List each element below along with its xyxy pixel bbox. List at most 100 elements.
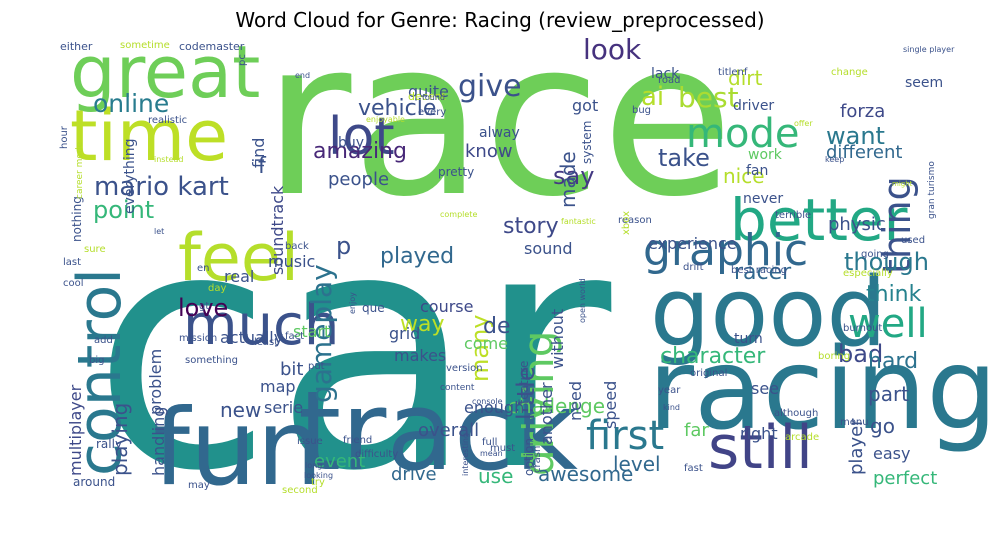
word-last: last bbox=[63, 257, 82, 268]
word-ai: ai bbox=[641, 82, 665, 112]
word-fan: fan bbox=[746, 163, 769, 179]
word-amazing: amazing bbox=[313, 139, 407, 164]
word-gt: gt bbox=[199, 301, 210, 312]
word-new: new bbox=[220, 398, 262, 422]
word-career-mode: career mode bbox=[75, 141, 85, 199]
word-lot: lot bbox=[328, 107, 395, 167]
word-think: think bbox=[866, 282, 922, 307]
word-day: day bbox=[208, 283, 227, 294]
word-let: let bbox=[154, 227, 165, 236]
word-feature: feature bbox=[517, 360, 531, 404]
word-although: although bbox=[774, 408, 819, 419]
word-year: year bbox=[658, 385, 681, 396]
word-played: played bbox=[380, 244, 455, 269]
word-feel: feel bbox=[178, 221, 299, 296]
word-want: want bbox=[826, 122, 885, 150]
word-en: en bbox=[197, 263, 210, 274]
word-quite: quite bbox=[408, 82, 449, 101]
word-instead: instead bbox=[154, 155, 184, 164]
word-go: go bbox=[870, 414, 895, 438]
word-racer: racer bbox=[734, 260, 792, 285]
word-easy: easy bbox=[873, 444, 911, 463]
word-find: find bbox=[249, 137, 268, 168]
word-awesome: awesome bbox=[538, 462, 634, 486]
word-road: road bbox=[658, 75, 681, 86]
word-single-player: single player bbox=[903, 45, 955, 54]
word-original: original bbox=[690, 368, 728, 379]
word-issue: issue bbox=[297, 436, 323, 447]
word-racing: racing bbox=[648, 325, 998, 455]
word-story: story bbox=[503, 214, 559, 239]
word-level: level bbox=[613, 452, 661, 476]
word-alway: alway bbox=[479, 125, 520, 141]
word-course: course bbox=[420, 297, 474, 316]
word-mode: mode bbox=[686, 111, 800, 157]
word-reason: reason bbox=[618, 215, 652, 226]
word-know: know bbox=[465, 141, 513, 162]
word-fun: fun bbox=[153, 387, 324, 509]
word-found: found bbox=[422, 93, 445, 102]
word-people: people bbox=[328, 169, 390, 190]
word-right: right bbox=[740, 424, 778, 443]
word-multiplayer: multiplayer bbox=[66, 384, 85, 476]
word-give: give bbox=[458, 69, 522, 104]
word-rally: rally bbox=[96, 437, 123, 451]
word-bit: bit bbox=[280, 359, 304, 380]
word-real: real bbox=[224, 267, 255, 286]
word-fact: fact bbox=[285, 331, 305, 342]
word-decent: decent bbox=[408, 90, 446, 103]
word-de: de bbox=[483, 314, 511, 339]
word-first: first bbox=[586, 413, 665, 459]
word-kind: kind bbox=[663, 403, 681, 412]
word-point: point bbox=[93, 196, 155, 224]
word-great: great bbox=[70, 30, 261, 114]
word-keep: keep bbox=[825, 155, 845, 164]
word-especially: especially bbox=[843, 268, 893, 279]
word-xbox: xbox bbox=[621, 211, 632, 235]
word-fast: fast bbox=[684, 463, 703, 474]
word-another: another bbox=[537, 382, 556, 445]
word-complete: complete bbox=[440, 210, 478, 219]
word-different: different bbox=[826, 142, 903, 163]
word-character: character bbox=[660, 344, 766, 369]
word-speed: speed bbox=[601, 380, 620, 429]
word-got: got bbox=[572, 96, 599, 115]
word-content: content bbox=[440, 383, 475, 393]
word-full: full bbox=[482, 437, 498, 448]
word-looking: looking bbox=[304, 471, 334, 480]
word-say: say bbox=[553, 162, 595, 190]
word-physic: physic bbox=[828, 214, 886, 235]
word-least: least bbox=[254, 337, 279, 348]
word-overall: overall bbox=[418, 420, 480, 441]
word-either: either bbox=[60, 40, 93, 53]
word-good: good bbox=[650, 258, 887, 368]
word-nice: nice bbox=[723, 164, 765, 188]
word-around: around bbox=[73, 475, 116, 489]
word-f: f bbox=[258, 154, 266, 179]
word-race: race bbox=[263, 0, 734, 244]
word-crash: crash bbox=[532, 445, 543, 473]
word-friend: friend bbox=[343, 435, 373, 446]
word-start: start bbox=[293, 322, 331, 341]
word-way: way bbox=[400, 312, 445, 337]
word-mission: mission bbox=[179, 333, 218, 344]
word-drive: drive bbox=[391, 464, 437, 485]
word-nothing: nothing bbox=[70, 196, 84, 242]
word-car: car bbox=[92, 159, 612, 543]
word-without: without bbox=[548, 308, 567, 369]
word-problem: problem bbox=[146, 348, 165, 415]
word-must: must bbox=[490, 443, 516, 454]
word-enjoy: enjoy bbox=[348, 292, 357, 314]
word-bug: bug bbox=[632, 105, 652, 116]
word-lack: lack bbox=[651, 66, 680, 82]
word-hard: hard bbox=[868, 349, 919, 374]
word-fantastic: fantastic bbox=[561, 217, 596, 226]
word-system: system bbox=[580, 120, 594, 164]
word-big: big bbox=[89, 355, 105, 366]
word-pretty: pretty bbox=[438, 165, 475, 179]
word-made: made bbox=[556, 151, 580, 208]
word-best: best bbox=[678, 81, 739, 114]
word-drift: drift bbox=[683, 262, 704, 273]
word-perfect: perfect bbox=[873, 468, 938, 489]
word-burnout: burnout bbox=[843, 323, 883, 334]
